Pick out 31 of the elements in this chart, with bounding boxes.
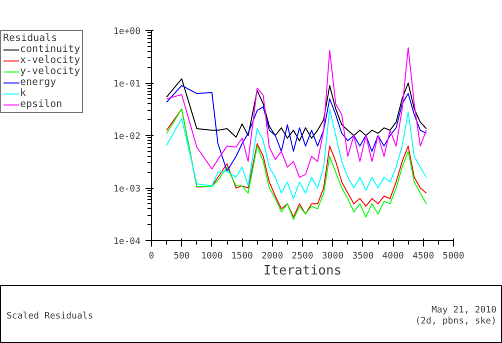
legend-label: energy: [20, 77, 56, 88]
x-tick-label: 4000: [382, 252, 404, 262]
x-tick-label: 2000: [261, 252, 284, 262]
y-tick-label: 1e-03: [113, 184, 140, 194]
line-series: [166, 84, 427, 172]
y-tick-label: 1e-02: [113, 132, 140, 142]
x-tick-label: 3000: [322, 252, 344, 262]
y-tick-label: 1e-01: [113, 80, 140, 90]
legend-label: epsilon: [20, 99, 62, 110]
y-tick-label: 1e-04: [113, 237, 140, 247]
x-tick-label: 500: [174, 252, 190, 262]
legend-label: k: [20, 88, 28, 99]
legend-label: x-velocity: [20, 55, 80, 66]
x-tick-label: 1500: [231, 252, 253, 262]
x-tick-label: 4500: [412, 252, 434, 262]
x-tick-label: 3500: [352, 252, 374, 262]
text: Scaled Residuals: [6, 312, 94, 322]
line-series: [166, 78, 427, 142]
y-tick-label: 1e+00: [113, 27, 140, 37]
legend-title: Residuals: [3, 33, 58, 44]
text: May 21, 2010: [431, 306, 497, 316]
line-series: [166, 47, 427, 178]
text: (2d, pbns, ske): [415, 316, 497, 326]
x-tick-label: 0: [148, 252, 154, 262]
x-tick-label: 1000: [201, 252, 223, 262]
x-axis-title: Iterations: [263, 264, 342, 278]
legend-label: y-velocity: [20, 66, 80, 77]
line-series: [166, 108, 427, 200]
x-tick-label: 5000: [442, 252, 464, 262]
legend-label: continuity: [20, 44, 80, 55]
x-tick-label: 2500: [292, 252, 314, 262]
